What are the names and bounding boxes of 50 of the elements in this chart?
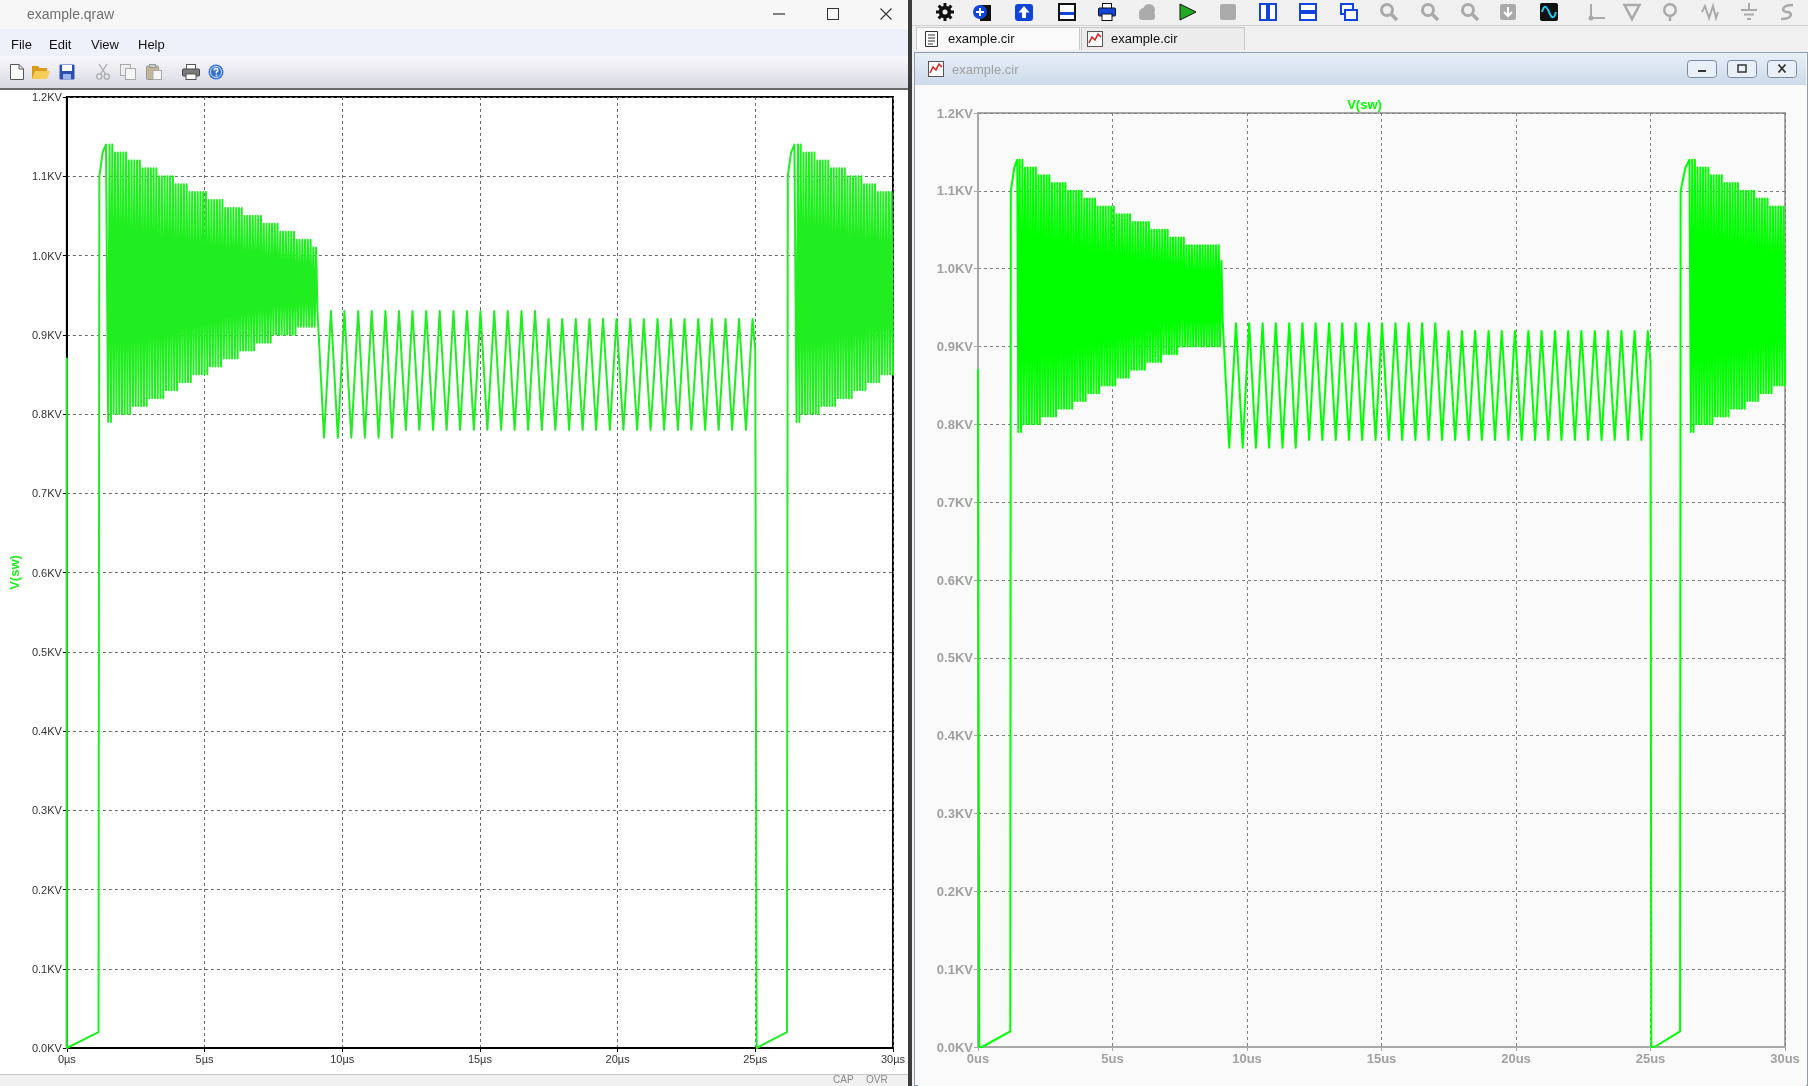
y-tick-label: 0.8KV <box>31 408 63 420</box>
x-tick-label: 10µs <box>330 1052 355 1065</box>
y-tick-label: 0.4KV <box>936 728 974 744</box>
text: example.cir <box>1111 31 1178 46</box>
y-tick-label: 0.3KV <box>936 806 974 821</box>
y-tick-label: 0.7KV <box>31 487 63 500</box>
y-tick-label: 0.9KV <box>936 339 974 354</box>
x-tick-label: 25µs <box>743 1052 768 1065</box>
y-tick-label: 0.3KV <box>31 804 63 817</box>
x-tick-label: 5us <box>1101 1051 1124 1066</box>
text: Help <box>138 37 165 52</box>
text: Edit <box>49 37 72 52</box>
x-tick-label: 30us <box>1770 1051 1800 1066</box>
x-tick-label: 20µs <box>605 1052 631 1065</box>
y-tick-label: 0.0KV <box>31 1042 63 1054</box>
y-tick-label: 0.5KV <box>31 645 63 658</box>
y-tick-label: 1.0KV <box>936 261 974 277</box>
y-tick-label: 0.2KV <box>936 883 974 899</box>
y-tick-label: 0.9KV <box>31 328 63 341</box>
x-tick-label: 10us <box>1232 1051 1262 1066</box>
y-tick-label: 0.7KV <box>936 494 974 510</box>
text: View <box>91 37 119 52</box>
y-tick-label: 1.1KV <box>936 183 974 199</box>
x-tick-label: 5µs <box>195 1052 215 1065</box>
text: example.cir <box>952 62 1019 77</box>
text: example.cir <box>948 31 1015 46</box>
text: V(sw) <box>1347 97 1382 112</box>
x-tick-label: 20us <box>1501 1051 1531 1066</box>
text: CAP <box>833 1074 854 1086</box>
y-tick-label: 1.2KV <box>936 105 974 121</box>
y-tick-label: 0.1KV <box>31 962 63 975</box>
y-tick-label: 0.4KV <box>31 725 63 737</box>
x-tick-label: 0µs <box>57 1052 77 1065</box>
text: example.qraw <box>27 6 115 22</box>
y-tick-label: 0.8KV <box>936 416 974 432</box>
text: OVR <box>866 1074 888 1086</box>
y-tick-label: 0.1KV <box>936 961 974 977</box>
x-tick-label: 25us <box>1635 1051 1666 1066</box>
y-axis-title: V(sw) <box>7 555 22 590</box>
y-tick-label: 0.6KV <box>31 566 63 579</box>
x-tick-label: 15us <box>1366 1051 1397 1066</box>
x-tick-label: 30µs <box>880 1052 906 1065</box>
x-tick-label: 15µs <box>467 1052 493 1065</box>
y-tick-label: 0.6KV <box>936 572 974 588</box>
y-tick-label: 1.0KV <box>31 249 63 262</box>
text: File <box>11 37 32 52</box>
y-tick-label: 1.1KV <box>31 170 63 183</box>
y-tick-label: 1.2KV <box>31 91 63 103</box>
y-tick-label: 0.2KV <box>31 883 63 896</box>
y-tick-label: 0.5KV <box>936 650 974 666</box>
